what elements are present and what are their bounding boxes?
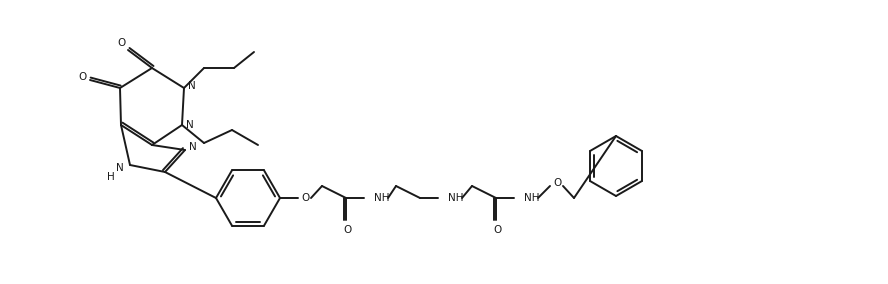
- Text: O: O: [343, 225, 351, 235]
- Text: O: O: [117, 38, 125, 48]
- Text: NH: NH: [524, 193, 540, 203]
- Text: N: N: [186, 120, 194, 130]
- Text: NH: NH: [448, 193, 464, 203]
- Text: N: N: [189, 142, 197, 152]
- Text: H: H: [107, 172, 115, 182]
- Text: O: O: [493, 225, 501, 235]
- Text: O: O: [553, 178, 561, 188]
- Text: N: N: [188, 81, 196, 91]
- Text: N: N: [116, 163, 123, 173]
- Text: O: O: [301, 193, 309, 203]
- Text: O: O: [78, 72, 86, 82]
- Text: NH: NH: [374, 193, 390, 203]
